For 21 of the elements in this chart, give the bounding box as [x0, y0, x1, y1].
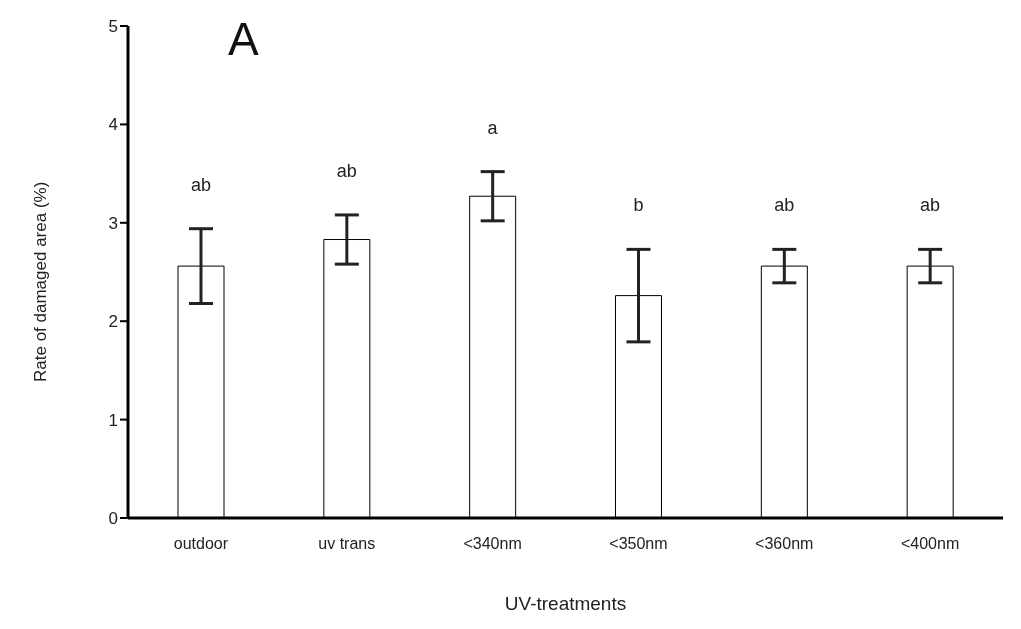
annotation: ab: [920, 195, 941, 216]
y-tick-label: 0: [108, 509, 118, 529]
x-tick-label: <360nm: [755, 535, 814, 553]
x-tick-label: <340nm: [463, 535, 522, 553]
y-axis-title: Rate of damaged area (%): [31, 181, 51, 382]
annotation: ab: [336, 160, 357, 181]
y-tick-label: 2: [108, 312, 118, 332]
x-tick-label: outdoor: [173, 535, 229, 553]
y-tick-label: 5: [108, 17, 118, 37]
annotation: ab: [774, 195, 795, 216]
x-tick-label: <350nm: [609, 535, 668, 553]
y-tick-label: 4: [108, 115, 118, 135]
annotation: a: [487, 117, 499, 138]
annotation: b: [633, 195, 644, 216]
x-axis-title: UV-treatments: [504, 593, 627, 614]
x-tick-label: <400nm: [900, 535, 960, 553]
y-tick-label: 1: [108, 410, 118, 430]
annotation: A: [228, 12, 259, 66]
x-tick-label: uv trans: [318, 535, 376, 553]
y-tick-label: 3: [108, 213, 118, 233]
annotation: ab: [190, 174, 211, 195]
